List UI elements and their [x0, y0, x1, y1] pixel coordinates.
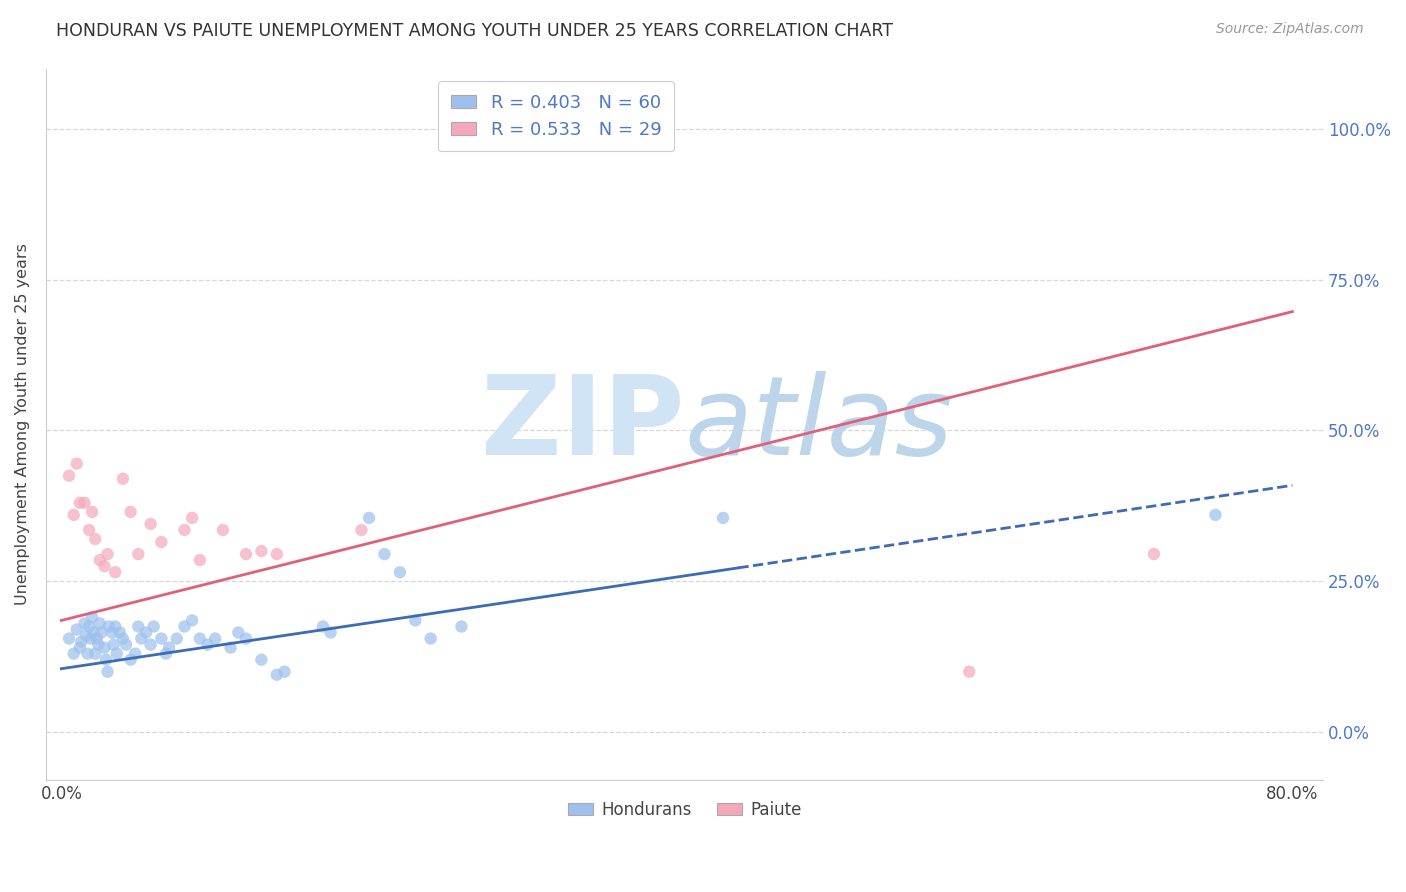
- Point: [66, 623, 89, 637]
- Point: [127, 619, 149, 633]
- Point: [70, 634, 93, 648]
- Point: [373, 547, 395, 561]
- Point: [86, 632, 108, 646]
- Point: [83, 625, 105, 640]
- Point: [450, 619, 472, 633]
- Point: [139, 516, 162, 531]
- Point: [101, 625, 124, 640]
- Point: [204, 632, 226, 646]
- Point: [82, 505, 104, 519]
- Point: [103, 638, 125, 652]
- Point: [173, 523, 195, 537]
- Point: [77, 619, 100, 633]
- Point: [58, 632, 80, 646]
- Point: [404, 614, 426, 628]
- Point: [419, 632, 441, 646]
- Point: [69, 640, 91, 655]
- Point: [89, 553, 111, 567]
- Point: [111, 632, 134, 646]
- Point: [69, 496, 91, 510]
- Point: [124, 647, 146, 661]
- Point: [115, 638, 138, 652]
- Point: [87, 638, 110, 652]
- Point: [266, 667, 288, 681]
- Point: [62, 647, 84, 661]
- Point: [1204, 508, 1226, 522]
- Point: [139, 638, 162, 652]
- Point: [359, 511, 381, 525]
- Point: [98, 619, 121, 633]
- Point: [108, 625, 131, 640]
- Point: [90, 625, 112, 640]
- Point: [150, 535, 173, 549]
- Point: [105, 647, 128, 661]
- Point: [79, 632, 101, 646]
- Point: [235, 632, 257, 646]
- Point: [188, 632, 211, 646]
- Point: [212, 523, 235, 537]
- Point: [73, 616, 96, 631]
- Point: [111, 472, 134, 486]
- Point: [197, 638, 219, 652]
- Point: [150, 632, 173, 646]
- Point: [58, 468, 80, 483]
- Point: [250, 653, 273, 667]
- Point: [93, 640, 115, 655]
- Point: [188, 553, 211, 567]
- Point: [94, 653, 117, 667]
- Point: [127, 547, 149, 561]
- Point: [84, 647, 107, 661]
- Point: [181, 614, 204, 628]
- Point: [104, 619, 127, 633]
- Point: [350, 523, 373, 537]
- Point: [120, 653, 142, 667]
- Point: [957, 665, 980, 679]
- Point: [93, 559, 115, 574]
- Point: [226, 625, 249, 640]
- Point: [104, 565, 127, 579]
- Text: ZIP: ZIP: [481, 371, 685, 478]
- Point: [84, 532, 107, 546]
- Point: [273, 665, 295, 679]
- Point: [312, 619, 335, 633]
- Point: [75, 628, 97, 642]
- Legend: Hondurans, Paiute: Hondurans, Paiute: [561, 794, 808, 825]
- Point: [711, 511, 734, 525]
- Point: [62, 508, 84, 522]
- Point: [157, 640, 180, 655]
- Point: [181, 511, 204, 525]
- Point: [235, 547, 257, 561]
- Point: [142, 619, 165, 633]
- Point: [319, 625, 342, 640]
- Point: [266, 547, 288, 561]
- Point: [89, 616, 111, 631]
- Point: [96, 665, 118, 679]
- Point: [96, 547, 118, 561]
- Point: [76, 647, 98, 661]
- Text: atlas: atlas: [685, 371, 953, 478]
- Y-axis label: Unemployment Among Youth under 25 years: Unemployment Among Youth under 25 years: [15, 244, 30, 606]
- Point: [77, 523, 100, 537]
- Point: [66, 457, 89, 471]
- Point: [173, 619, 195, 633]
- Point: [219, 640, 242, 655]
- Point: [73, 496, 96, 510]
- Point: [250, 544, 273, 558]
- Point: [155, 647, 177, 661]
- Point: [388, 565, 411, 579]
- Point: [120, 505, 142, 519]
- Point: [131, 632, 153, 646]
- Point: [82, 610, 104, 624]
- Point: [1143, 547, 1166, 561]
- Point: [166, 632, 188, 646]
- Text: HONDURAN VS PAIUTE UNEMPLOYMENT AMONG YOUTH UNDER 25 YEARS CORRELATION CHART: HONDURAN VS PAIUTE UNEMPLOYMENT AMONG YO…: [56, 22, 893, 40]
- Text: Source: ZipAtlas.com: Source: ZipAtlas.com: [1216, 22, 1364, 37]
- Point: [135, 625, 157, 640]
